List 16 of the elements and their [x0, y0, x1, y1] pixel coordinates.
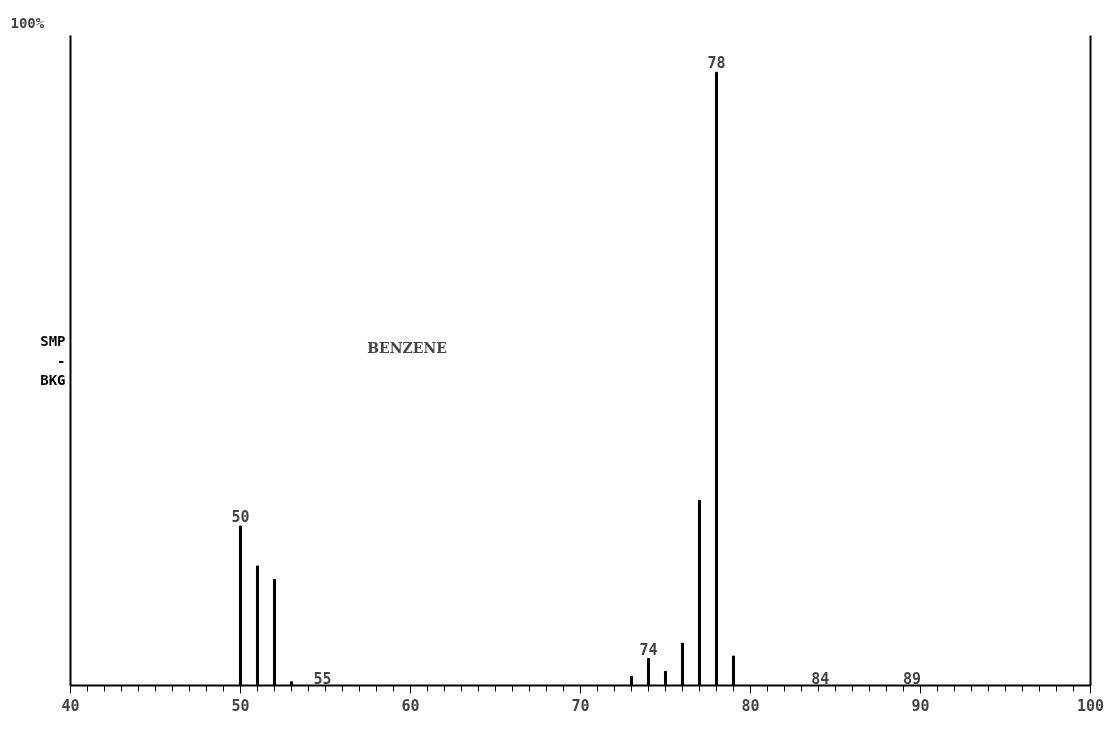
text: 100% [10, 14, 45, 31]
x-tick-label: 100 [1076, 696, 1105, 715]
annotation: 78 [707, 54, 726, 73]
x-tick-label: 70 [571, 696, 590, 715]
annotation: BENZENE [367, 339, 447, 356]
x-tick-label: 80 [741, 696, 760, 715]
annotation: 55 [313, 669, 332, 688]
annotation: 50 [231, 508, 250, 527]
x-tick-label: 40 [61, 696, 80, 715]
y-axis-title: SMP - BKG [40, 333, 66, 388]
x-tick-label: 90 [911, 696, 930, 715]
annotation: 89 [902, 669, 922, 688]
x-tick-label: 50 [231, 696, 250, 715]
annotation: 74 [639, 640, 658, 659]
annotation: 84 [811, 669, 830, 688]
x-tick-label: 60 [401, 696, 420, 715]
